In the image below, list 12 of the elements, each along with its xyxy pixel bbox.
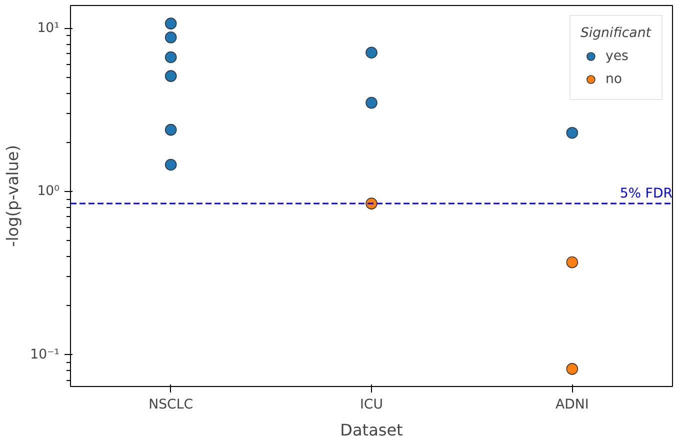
x-tick-label: ADNI: [556, 398, 589, 412]
y-tick-label: 10⁰: [37, 184, 60, 200]
x-tick-label: NSCLC: [148, 398, 194, 412]
legend-label: no: [605, 72, 624, 86]
legend-title: Significant: [580, 26, 651, 41]
x-axis-title: Dataset: [340, 420, 403, 440]
y-tick-label: 10¹: [37, 20, 60, 36]
x-tick-label: ICU: [360, 398, 384, 412]
ref-line-label: 5% FDR: [620, 186, 673, 202]
y-axis-title: -log(p-value): [3, 145, 22, 247]
legend-label: yes: [605, 48, 628, 64]
y-tick-label: 10⁻¹: [30, 347, 60, 362]
